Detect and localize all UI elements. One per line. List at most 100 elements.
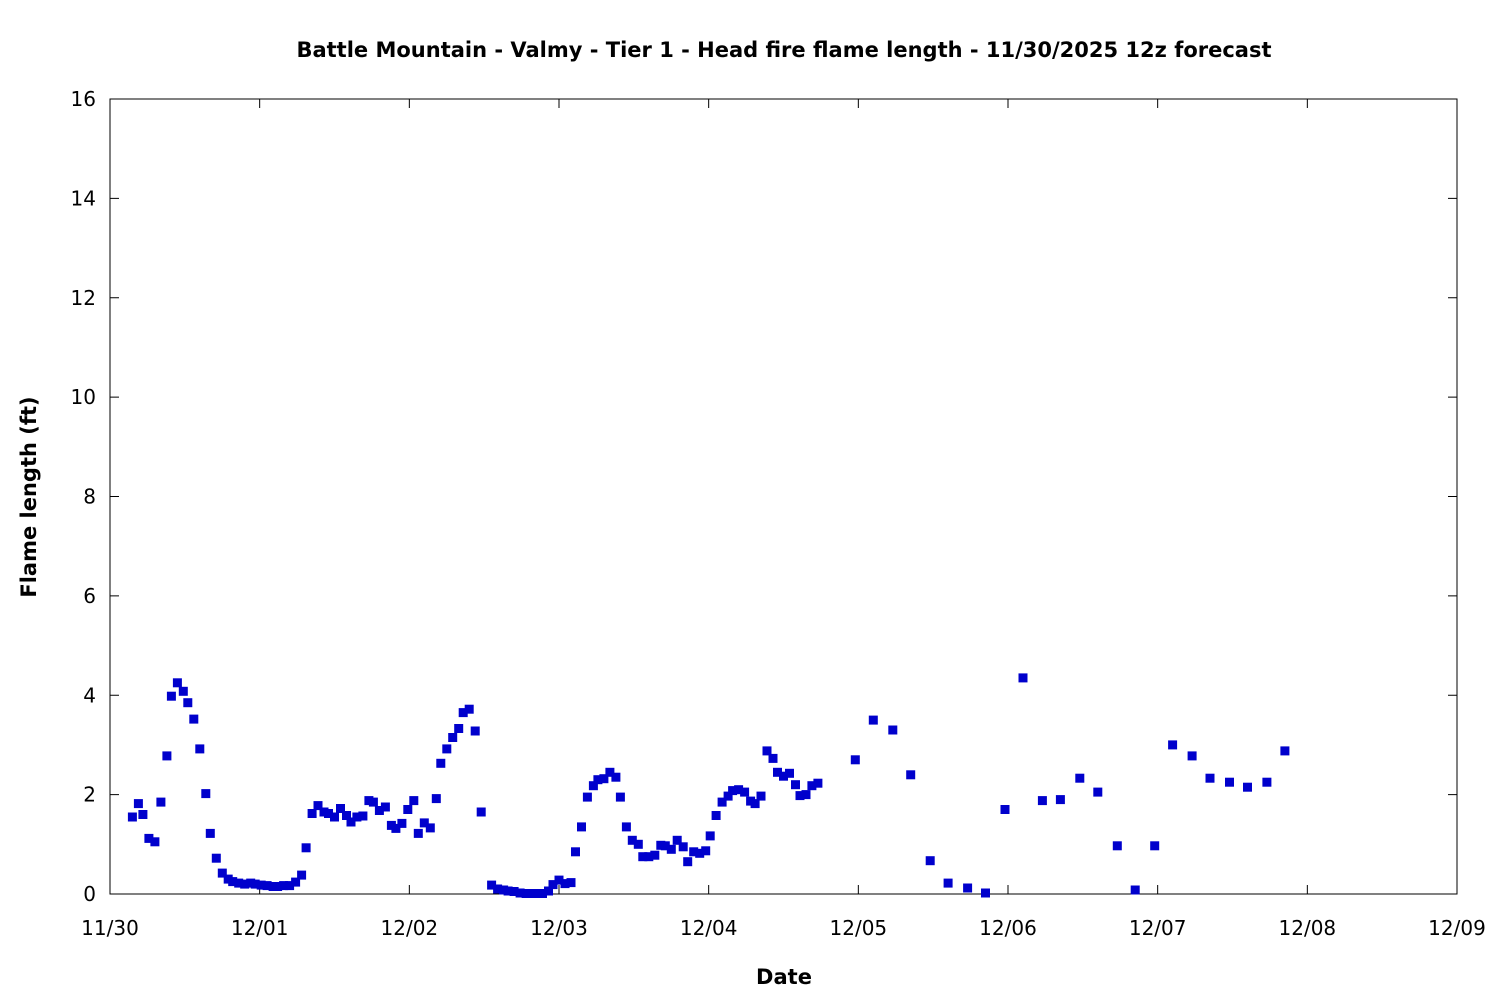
x-axis-label: Date xyxy=(756,965,812,989)
data-point xyxy=(1243,782,1252,792)
y-axis: 0 2 4 6 8 10 12 14 16 xyxy=(71,87,1457,906)
data-point xyxy=(234,878,244,888)
data-point xyxy=(127,812,137,822)
data-point xyxy=(554,875,564,885)
data-point xyxy=(678,842,688,852)
data-point xyxy=(205,828,215,838)
data-point xyxy=(201,789,211,799)
data-point xyxy=(560,879,570,889)
data-point xyxy=(138,810,148,819)
data-point xyxy=(397,818,407,828)
data-point xyxy=(285,881,295,891)
data-point xyxy=(291,877,301,887)
data-point xyxy=(868,715,878,725)
data-point xyxy=(605,767,615,777)
data-point xyxy=(150,837,160,847)
data-point xyxy=(638,852,648,862)
data-point xyxy=(413,828,423,838)
data-point xyxy=(633,839,643,849)
data-point xyxy=(374,806,384,815)
data-point xyxy=(166,691,176,701)
data-point xyxy=(756,791,766,801)
data-point xyxy=(621,822,631,832)
data-point xyxy=(740,787,750,797)
data-point xyxy=(380,802,390,812)
data-point xyxy=(538,889,547,898)
data-point xyxy=(1130,885,1140,895)
data-point xyxy=(476,807,486,817)
data-point xyxy=(785,768,794,778)
data-point xyxy=(454,724,464,733)
data-point xyxy=(403,805,413,814)
data-point xyxy=(368,797,378,807)
data-point xyxy=(509,887,519,896)
data-point xyxy=(615,792,625,802)
data-point xyxy=(458,708,468,718)
y-tick-label: 14 xyxy=(71,186,96,210)
y-tick-label: 10 xyxy=(71,385,96,409)
data-point xyxy=(627,835,637,845)
data-point xyxy=(211,853,221,863)
data-point xyxy=(162,751,172,761)
data-point xyxy=(1205,773,1215,783)
x-tick-label: 11/30 xyxy=(81,916,139,940)
data-point xyxy=(358,811,368,821)
data-point xyxy=(717,797,727,807)
x-tick-label: 12/09 xyxy=(1428,916,1486,940)
data-point xyxy=(178,686,188,696)
data-point xyxy=(660,841,670,851)
data-point xyxy=(850,755,860,765)
data-point xyxy=(644,852,654,862)
data-point xyxy=(750,799,760,809)
data-point xyxy=(925,856,935,866)
data-point xyxy=(217,868,227,878)
data-point xyxy=(144,833,154,843)
data-point xyxy=(262,881,272,891)
data-point xyxy=(701,846,711,856)
data-point xyxy=(906,770,916,780)
data-point xyxy=(650,850,660,860)
data-point xyxy=(324,809,333,818)
y-tick-label: 0 xyxy=(83,882,96,906)
data-point xyxy=(773,767,782,777)
data-point xyxy=(342,811,351,820)
data-point xyxy=(1187,751,1197,761)
data-point xyxy=(195,744,205,754)
x-axis: 11/30 12/01 12/02 12/03 12/04 12/05 12/06 12/07… xyxy=(81,99,1486,940)
data-point xyxy=(1018,673,1028,683)
data-point xyxy=(1037,796,1047,806)
x-tick-label: 12/02 xyxy=(381,916,439,940)
data-point xyxy=(981,888,990,898)
data-point xyxy=(683,857,693,867)
data-point xyxy=(1055,795,1065,805)
data-point xyxy=(571,847,580,857)
x-tick-label: 12/04 xyxy=(680,916,738,940)
y-axis-label: Flame length (ft) xyxy=(17,396,41,597)
data-point xyxy=(672,835,682,845)
data-point xyxy=(189,714,199,724)
data-point xyxy=(297,870,307,880)
data-point xyxy=(611,772,621,782)
data-point xyxy=(599,774,609,784)
x-tick-label: 12/03 xyxy=(530,916,588,940)
data-point xyxy=(391,823,401,833)
data-point xyxy=(301,843,311,853)
data-point xyxy=(1168,740,1178,750)
chart-title: Battle Mountain - Valmy - Tier 1 - Head … xyxy=(296,38,1271,62)
data-point xyxy=(256,880,266,890)
y-tick-label: 12 xyxy=(71,286,96,310)
data-point xyxy=(346,817,356,827)
data-point xyxy=(723,791,733,801)
x-tick-label: 12/01 xyxy=(231,916,289,940)
data-point xyxy=(493,884,503,894)
data-point xyxy=(943,878,953,888)
data-point xyxy=(544,886,553,896)
data-point xyxy=(250,879,260,889)
data-point xyxy=(1280,746,1290,756)
data-point xyxy=(448,733,458,742)
data-point xyxy=(409,796,419,806)
data-point xyxy=(442,744,452,754)
x-tick-label: 12/07 xyxy=(1129,916,1187,940)
data-point xyxy=(711,811,721,820)
data-point xyxy=(470,726,480,736)
